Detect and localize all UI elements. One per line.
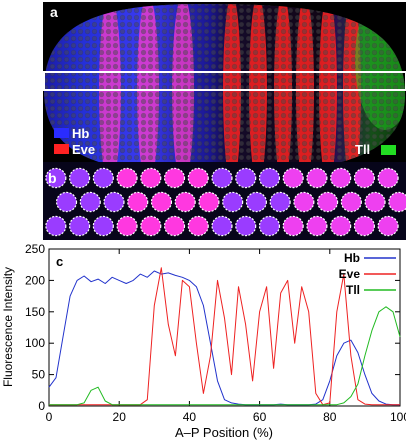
- legend-hb-label: Hb: [72, 126, 89, 141]
- x-tick-label: 40: [183, 410, 197, 424]
- x-tick-label: 0: [46, 410, 53, 424]
- nucleus: [92, 215, 114, 237]
- nucleus: [69, 167, 91, 189]
- panel-b: b: [43, 162, 406, 240]
- nucleus: [127, 191, 149, 213]
- nucleus: [187, 215, 209, 237]
- panel-a: a Hb Eve Tll: [43, 2, 406, 177]
- nucleus: [163, 215, 186, 237]
- embryo: [44, 4, 405, 175]
- plot-frame: [48, 248, 401, 407]
- axis-ticks: 0 20 40 60 80 100 0 50 100 150 200 250: [25, 242, 406, 424]
- x-axis-label: A–P Position (%): [175, 425, 273, 440]
- nucleus: [317, 191, 339, 213]
- y-axis-label: Fluorescence Intensity: [1, 267, 15, 387]
- nucleus: [235, 167, 257, 189]
- nucleus: [69, 215, 91, 237]
- nucleus: [282, 215, 304, 237]
- nucleus: [330, 215, 352, 237]
- series-line-hb: [48, 270, 400, 406]
- legend-label-tll: Tll: [346, 283, 360, 297]
- nucleus: [306, 215, 328, 237]
- y-tick-label: 100: [25, 336, 45, 350]
- panel-b-letter: b: [48, 170, 57, 186]
- nucleus: [293, 191, 315, 213]
- y-tick-label: 250: [25, 242, 45, 256]
- nucleus: [92, 167, 114, 189]
- nucleus: [150, 191, 173, 213]
- legend-eve-swatch: [54, 144, 69, 154]
- nucleus: [187, 167, 209, 189]
- nucleus: [140, 167, 162, 189]
- nucleus: [353, 167, 375, 189]
- nucleus: [79, 191, 101, 213]
- legend-hb-swatch: [54, 128, 69, 138]
- nucleus: [364, 191, 386, 213]
- nucleus: [198, 191, 220, 213]
- nucleus: [245, 191, 267, 213]
- legend-label-hb: Hb: [344, 251, 360, 265]
- nucleus: [377, 167, 399, 189]
- nucleus: [140, 215, 162, 237]
- nucleus: [116, 167, 138, 189]
- y-tick-label: 0: [38, 399, 45, 413]
- legend-tll-swatch: [381, 145, 396, 155]
- nucleus: [353, 215, 375, 237]
- x-tick-label: 80: [323, 410, 337, 424]
- panel-c-letter: c: [56, 254, 63, 269]
- nucleus: [282, 167, 304, 189]
- y-tick-label: 200: [25, 273, 45, 287]
- nucleus: [258, 167, 281, 189]
- nucleus: [330, 167, 352, 189]
- chart-series: [48, 267, 401, 406]
- nucleus: [45, 167, 67, 189]
- legend-label-eve: Eve: [339, 267, 361, 281]
- nucleus: [174, 191, 196, 213]
- nucleus: [340, 191, 362, 213]
- nucleus: [211, 167, 233, 189]
- legend-eve-label: Eve: [72, 142, 95, 157]
- panel-a-letter: a: [50, 4, 58, 20]
- nucleus: [258, 215, 281, 237]
- legend-tll-label: Tll: [355, 142, 370, 157]
- panel-c: 0 20 40 60 80 100 0 50 100 150 200 250 c Hb Eve Tll A…: [1, 242, 406, 440]
- chart-legend: Hb Eve Tll: [339, 251, 396, 297]
- x-tick-label: 60: [253, 410, 267, 424]
- y-tick-label: 50: [32, 368, 46, 382]
- nucleus: [306, 167, 328, 189]
- nucleus: [103, 191, 125, 213]
- x-tick-label: 100: [390, 410, 406, 424]
- nucleus: [235, 215, 257, 237]
- nucleus: [211, 215, 233, 237]
- series-line-tll: [49, 306, 401, 406]
- nuclei-grid: [45, 167, 406, 237]
- x-tick-label: 20: [113, 410, 127, 424]
- nucleus: [388, 191, 406, 213]
- nucleus: [45, 215, 67, 237]
- embryo-slice-box: [43, 71, 406, 91]
- nucleus: [377, 215, 399, 237]
- nucleus: [116, 215, 138, 237]
- y-tick-label: 150: [25, 305, 45, 319]
- series-line-eve: [49, 267, 400, 406]
- nucleus: [222, 191, 244, 213]
- nucleus: [55, 191, 78, 213]
- nucleus: [269, 191, 291, 213]
- nucleus: [163, 167, 186, 189]
